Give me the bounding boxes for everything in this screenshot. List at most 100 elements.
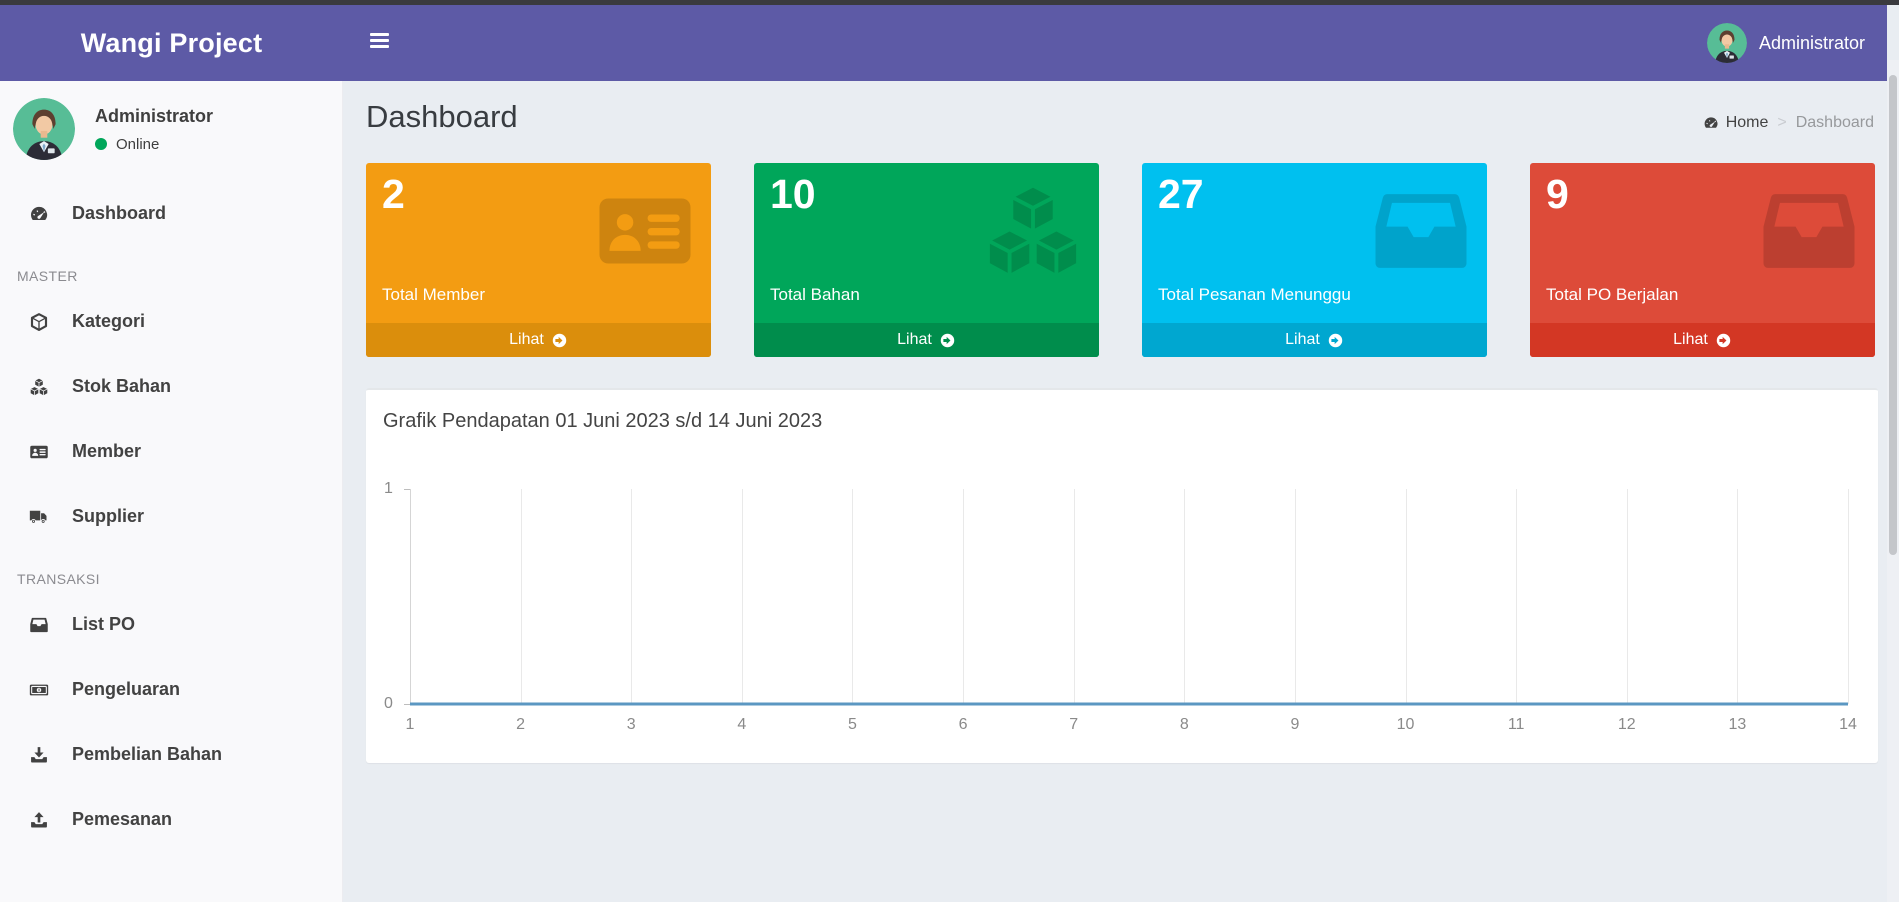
cubes-icon — [28, 377, 49, 397]
chart-gridline — [1626, 489, 1628, 704]
chart-x-tick-label: 14 — [1839, 716, 1857, 733]
sidebar-item-stok-bahan[interactable]: Stok Bahan — [0, 354, 342, 419]
info-box-link[interactable]: Lihat — [1142, 323, 1487, 357]
chart-gridline — [1405, 489, 1407, 704]
chart-x-tick-label: 13 — [1728, 716, 1747, 733]
sidebar-item-label: List PO — [72, 614, 136, 634]
chart-gridline — [1294, 489, 1296, 704]
info-box-total-member: 2 Total Member Lihat — [366, 163, 711, 357]
sidebar-item-list-po[interactable]: List PO — [0, 592, 342, 657]
sidebar-item-label: Pemesanan — [72, 809, 173, 829]
sidebar-user-status: Online — [95, 136, 213, 153]
sidebar-item-pengeluaran[interactable]: Pengeluaran — [0, 657, 342, 722]
info-box-label: Total Bahan — [770, 285, 860, 304]
chart-y-tick-mark — [404, 704, 410, 705]
sidebar-item-label: Member — [72, 441, 142, 461]
brand-logo[interactable]: Wangi Project — [80, 27, 263, 58]
revenue-chart-card: Grafik Pendapatan 01 Juni 2023 s/d 14 Ju… — [366, 388, 1878, 763]
archive-icon — [28, 615, 49, 635]
arrow-circle-right-icon — [551, 332, 568, 349]
chart-gridline — [631, 489, 633, 704]
sidebar-section-header: TRANSAKSI — [17, 571, 100, 587]
info-box-body: 2 Total Member — [366, 163, 711, 323]
archive-icon — [1369, 179, 1473, 288]
sidebar-item-member[interactable]: Member — [0, 419, 342, 484]
chart-gridline — [741, 489, 743, 704]
info-box-label: Total Pesanan Menunggu — [1158, 285, 1351, 304]
sidebar-item-label: Supplier — [72, 506, 145, 526]
hamburger-icon — [370, 33, 389, 53]
gauge-icon — [28, 204, 49, 224]
sidebar-menu: Dashboard MASTER Kategori Stok Bahan Member S… — [0, 177, 342, 852]
header-user-menu[interactable]: Administrator — [1706, 5, 1865, 81]
chart-gridline — [1073, 489, 1075, 704]
chart-gridline — [1184, 489, 1186, 704]
sidebar-user-status-label: Online — [116, 135, 160, 153]
chart-gridline — [852, 489, 854, 704]
chart-x-tick-label: 6 — [958, 716, 968, 733]
archive-icon — [1757, 179, 1861, 288]
arrow-circle-right-icon — [1327, 332, 1344, 349]
page-title: Dashboard — [366, 99, 518, 134]
sidebar-item-label: Dashboard — [72, 203, 167, 223]
breadcrumb-home-link[interactable]: Home — [1703, 114, 1769, 132]
info-box-link-label: Lihat — [509, 331, 544, 348]
breadcrumb-home-label: Home — [1725, 114, 1769, 131]
window-top-strip — [0, 0, 1899, 5]
sidebar-item-label: Pengeluaran — [72, 679, 181, 699]
breadcrumb-separator: > — [1777, 114, 1787, 131]
info-box-value: 2 — [382, 171, 405, 217]
chart-x-tick-label: 12 — [1617, 716, 1636, 733]
sidebar-section-header: MASTER — [17, 268, 78, 284]
user-avatar — [1706, 23, 1747, 63]
online-status-icon — [95, 138, 107, 150]
chart-x-tick-label: 2 — [516, 716, 526, 733]
info-box-body: 9 Total PO Berjalan — [1530, 163, 1875, 323]
chart-x-tick-label: 5 — [848, 716, 857, 733]
chart-gridline — [963, 489, 965, 704]
sidebar-item-pemesanan[interactable]: Pemesanan — [0, 787, 342, 852]
info-box-total-pesanan-menunggu: 27 Total Pesanan Menunggu Lihat — [1142, 163, 1487, 357]
sidebar-user-panel: Administrator Online — [0, 81, 342, 177]
sidebar-item-kategori[interactable]: Kategori — [0, 289, 342, 354]
id-card-icon — [28, 442, 49, 462]
chart-x-tick-label: 7 — [1069, 716, 1079, 733]
chart-x-tick-label: 3 — [626, 716, 636, 733]
scrollbar-thumb[interactable] — [1889, 75, 1897, 555]
info-box-link[interactable]: Lihat — [1530, 323, 1875, 357]
chart-x-tick-label: 11 — [1507, 716, 1525, 733]
info-box-link[interactable]: Lihat — [366, 323, 711, 357]
top-navbar: Wangi Project Administrator — [0, 5, 1887, 81]
download-icon — [28, 745, 49, 765]
sidebar-toggle-button[interactable] — [370, 33, 389, 53]
gauge-icon — [1703, 115, 1719, 131]
vertical-scrollbar — [1887, 60, 1899, 902]
chart-plot: 1 2 3 4 5 6 7 8 9 10 11 12 13 14 0 1 — [384, 480, 1857, 733]
sidebar-item-supplier[interactable]: Supplier — [0, 484, 342, 549]
main-content: Dashboard Home > Dashboard 2 Total Member… — [344, 81, 1887, 902]
info-box-label: Total PO Berjalan — [1546, 285, 1679, 304]
chart-gridline — [520, 489, 522, 704]
chart-y-tick-label: 0 — [384, 695, 393, 712]
info-box-value: 27 — [1158, 171, 1204, 217]
id-card-icon — [593, 179, 697, 288]
info-box-total-bahan: 10 Total Bahan Lihat — [754, 163, 1099, 357]
info-box-link[interactable]: Lihat — [754, 323, 1099, 357]
chart-x-tick-label: 1 — [405, 716, 415, 733]
chart-y-axis — [410, 489, 411, 704]
info-box-body: 10 Total Bahan — [754, 163, 1099, 323]
cube-icon — [28, 312, 49, 332]
info-box-row: 2 Total Member Lihat 10 Total Bahan Lihat 27 To… — [366, 163, 1875, 357]
sidebar-item-label: Pembelian Bahan — [72, 744, 223, 764]
info-box-link-label: Lihat — [897, 331, 932, 348]
chart-gridline — [1516, 489, 1518, 704]
info-box-body: 27 Total Pesanan Menunggu — [1142, 163, 1487, 323]
sidebar-item-pembelian-bahan[interactable]: Pembelian Bahan — [0, 722, 342, 787]
chart-y-tick-mark — [404, 489, 410, 490]
info-box-link-label: Lihat — [1285, 331, 1320, 348]
arrow-circle-right-icon — [1715, 332, 1732, 349]
info-box-value: 10 — [770, 171, 816, 217]
header-user-label: Administrator — [1758, 32, 1865, 53]
sidebar-item-dashboard[interactable]: Dashboard — [0, 181, 342, 246]
chart-x-tick-label: 10 — [1396, 716, 1415, 733]
